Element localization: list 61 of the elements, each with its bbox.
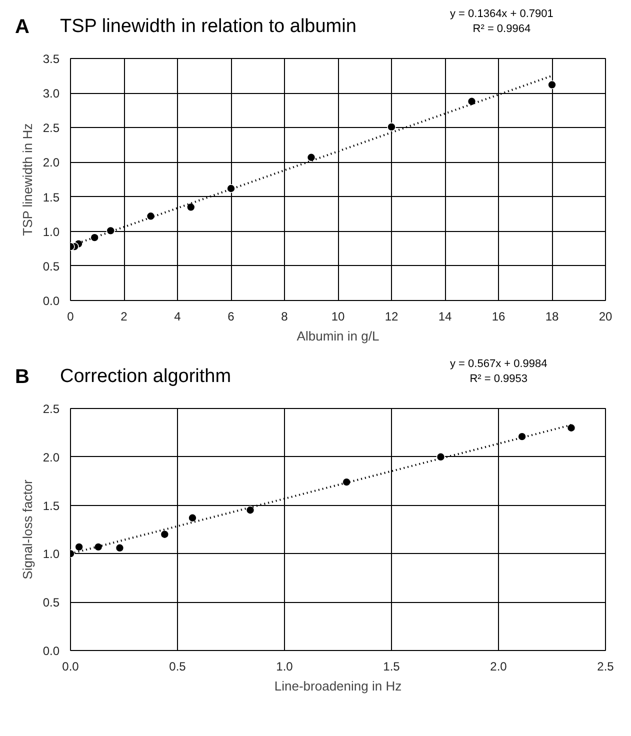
point bbox=[548, 80, 556, 90]
text: R² = 0.9964 bbox=[472, 23, 531, 35]
x-axis-title: Albumin in g/L bbox=[296, 328, 380, 344]
y-tick-label: 3.0 bbox=[42, 86, 60, 101]
y-tick-label: 0.5 bbox=[42, 259, 60, 274]
x-tick-label: 2 bbox=[120, 310, 128, 324]
x-tick-label: 12 bbox=[384, 310, 398, 324]
x-tick-label: 4 bbox=[174, 310, 182, 324]
text: y = 0.567x + 0.9984 bbox=[450, 358, 548, 370]
x-tick-label: 2.5 bbox=[597, 660, 614, 674]
x-tick-label: 10 bbox=[331, 310, 345, 324]
x-tick-label: 1.5 bbox=[383, 660, 400, 674]
y-axis-title: Signal-loss factor bbox=[20, 478, 35, 580]
point bbox=[226, 184, 236, 193]
y-tick-label: 1.0 bbox=[42, 224, 60, 239]
point bbox=[146, 212, 156, 221]
x-axis-title: Line-broadening in Hz bbox=[274, 678, 402, 694]
x-tick-label: 0 bbox=[67, 310, 74, 324]
point bbox=[188, 513, 197, 522]
y-tick-label: 2.0 bbox=[42, 450, 60, 464]
point bbox=[74, 542, 84, 552]
text: B bbox=[15, 366, 30, 388]
chart-title: TSP linewidth in relation to albumin bbox=[60, 16, 356, 37]
y-tick-label: 1.5 bbox=[42, 190, 60, 204]
y-tick-label: 1.5 bbox=[42, 498, 60, 513]
point bbox=[115, 544, 124, 552]
x-tick-label: 20 bbox=[598, 310, 612, 324]
chart-title: Correction algorithm bbox=[60, 366, 232, 387]
point bbox=[306, 152, 316, 162]
point bbox=[90, 233, 99, 242]
x-tick-label: 2.0 bbox=[490, 660, 508, 674]
y-tick-label: 1.0 bbox=[42, 547, 60, 562]
x-tick-label: 6 bbox=[228, 310, 235, 324]
point bbox=[342, 478, 351, 486]
text: A bbox=[15, 16, 30, 38]
text: R² = 0.9953 bbox=[470, 373, 528, 385]
point bbox=[467, 96, 476, 106]
x-tick-label: 8 bbox=[281, 310, 288, 324]
point bbox=[387, 122, 396, 132]
y-tick-label: 2.5 bbox=[42, 402, 60, 416]
point bbox=[186, 202, 196, 212]
text: y = 0.1364x + 0.7901 bbox=[450, 8, 554, 20]
point bbox=[246, 506, 255, 515]
y-tick-label: 0.0 bbox=[42, 644, 60, 658]
point bbox=[518, 432, 526, 441]
y-tick-label: 0.0 bbox=[42, 294, 60, 308]
y-tick-label: 2.0 bbox=[42, 156, 60, 170]
point bbox=[566, 423, 576, 432]
x-tick-label: 1.0 bbox=[276, 660, 294, 674]
y-tick-label: 0.5 bbox=[42, 596, 60, 610]
point bbox=[436, 452, 446, 462]
point bbox=[160, 530, 170, 539]
y-axis-title: TSP linewidth in Hz bbox=[20, 123, 35, 236]
y-tick-label: 3.5 bbox=[42, 52, 60, 66]
x-tick-label: 14 bbox=[438, 310, 452, 324]
point bbox=[106, 226, 116, 236]
x-tick-label: 0.0 bbox=[62, 660, 80, 674]
x-tick-label: 18 bbox=[545, 310, 559, 324]
x-tick-label: 0.5 bbox=[169, 660, 186, 674]
x-tick-label: 16 bbox=[492, 310, 506, 324]
y-tick-label: 2.5 bbox=[42, 121, 60, 136]
